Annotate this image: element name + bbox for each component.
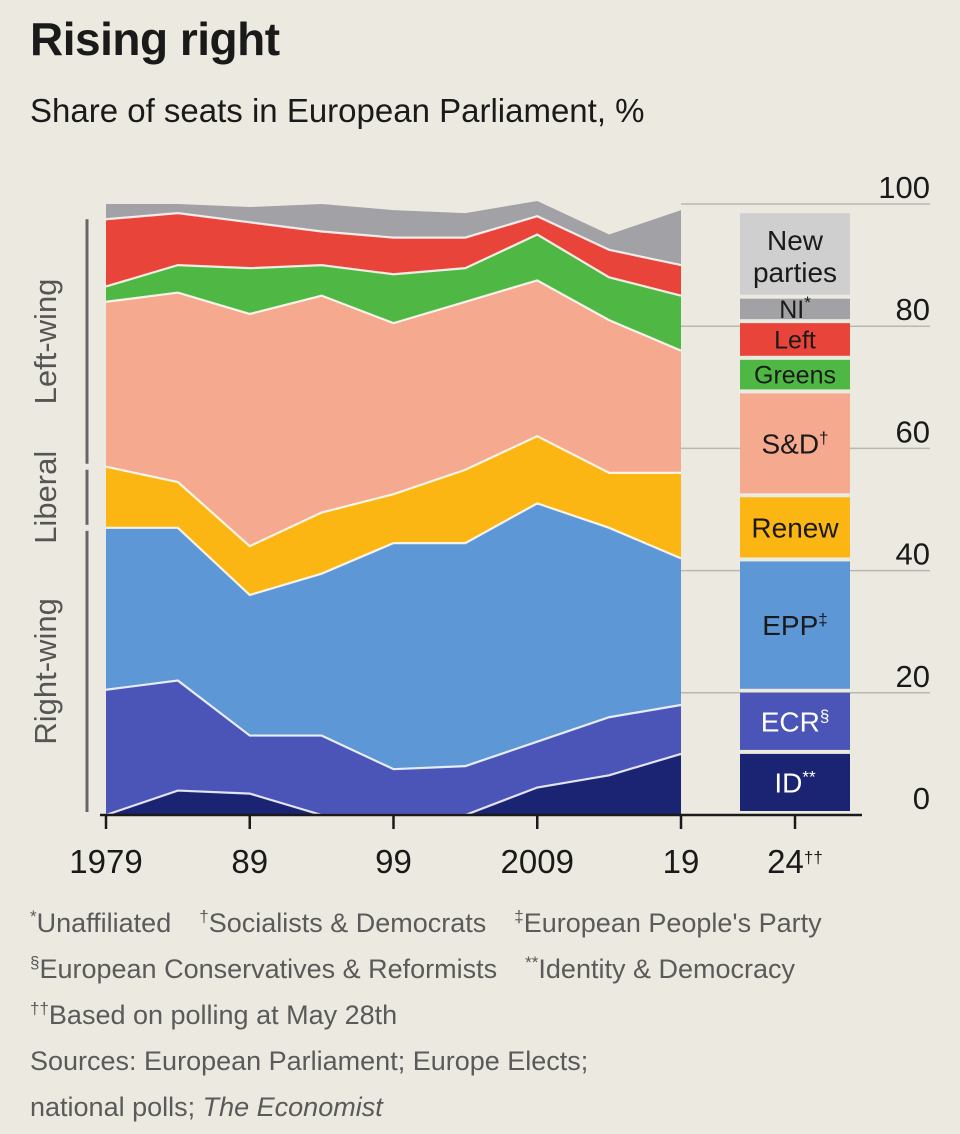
area-ecr [106, 680, 681, 815]
y-tick-100: 100 [878, 170, 930, 205]
area-renew [106, 436, 681, 596]
footnote-line-2: §European Conservatives & Reformists **Id… [30, 946, 822, 992]
label-2024-renew: Renew [751, 512, 839, 543]
label-2024-ni: NI* [779, 293, 811, 324]
y-tick-20: 20 [896, 659, 930, 694]
footnotes: *Unaffiliated †Socialists & Democrats ‡Eur… [30, 900, 822, 1130]
y-tick-0: 0 [913, 781, 930, 816]
footnote-sd: †Socialists & Democrats [199, 907, 487, 938]
x-tick-label-2019: 19 [663, 843, 700, 880]
boundary-renew [105, 434, 681, 548]
footnote-polling: ††Based on polling at May 28th [30, 999, 398, 1030]
area-ni [106, 200, 681, 266]
x-tick-label-2024: 24†† [767, 843, 823, 880]
area-greens [106, 234, 681, 351]
sources-line-2: national polls; The Economist [30, 1092, 383, 1122]
label-2024-id: ID** [774, 768, 816, 799]
bar-2024-ni [740, 298, 850, 320]
footnote-epp: ‡European People's Party [514, 907, 822, 938]
area-sd [106, 280, 681, 547]
bar-2024-new-parties [740, 213, 850, 295]
sources-line-1: Sources: European Parliament; Europe Ele… [30, 1046, 589, 1076]
group-label-left-wing: Left-wing [28, 279, 63, 405]
footnote-line-3: ††Based on polling at May 28th [30, 992, 822, 1038]
label-2024-left: Left [774, 326, 816, 354]
y-tick-40: 40 [896, 537, 930, 572]
group-label-liberal: Liberal [28, 451, 63, 544]
x-tick-label-1979: 1979 [69, 843, 142, 880]
area-epp [106, 503, 681, 770]
boundary-sd [105, 279, 682, 352]
chart-subtitle: Share of seats in European Parliament, % [30, 92, 645, 129]
bar-2024-sd [740, 393, 850, 494]
bar-2024-id [740, 753, 850, 811]
y-tick-80: 80 [896, 292, 930, 327]
label-2024-ecr: ECR§ [761, 706, 830, 737]
boundary-epp [106, 502, 682, 597]
boundary-left [105, 212, 682, 267]
bar-2024-ecr [740, 692, 850, 750]
label-2024-greens: Greens [754, 362, 836, 390]
footnote-ni: *Unaffiliated [30, 907, 172, 938]
footnote-ecr: §European Conservatives & Reformists [30, 953, 498, 984]
x-tick-label-1989: 89 [231, 843, 268, 880]
bar-2024-left [740, 323, 850, 356]
chart-title: Rising right [30, 13, 280, 65]
bar-2024-greens [740, 359, 850, 390]
label-2024-epp: EPP‡ [762, 610, 828, 641]
group-label-right-wing: Right-wing [28, 598, 63, 744]
x-tick-label-1999: 99 [375, 843, 412, 880]
footnote-id: **Identity & Democracy [525, 953, 795, 984]
boundary-greens [105, 233, 682, 297]
label-2024-new: New [767, 225, 824, 256]
bar-2024-epp [740, 561, 850, 689]
x-tick-label-2009: 2009 [501, 843, 574, 880]
bar-2024-renew [740, 497, 850, 558]
label-2024-parties: parties [753, 257, 837, 288]
label-2024-sd: S&D† [761, 428, 828, 459]
area-id [106, 753, 681, 815]
boundary-ecr [105, 679, 682, 771]
sources-economist: The Economist [202, 1092, 383, 1122]
footnote-line-1: *Unaffiliated †Socialists & Democrats ‡Eur… [30, 900, 822, 946]
y-tick-60: 60 [896, 414, 930, 449]
